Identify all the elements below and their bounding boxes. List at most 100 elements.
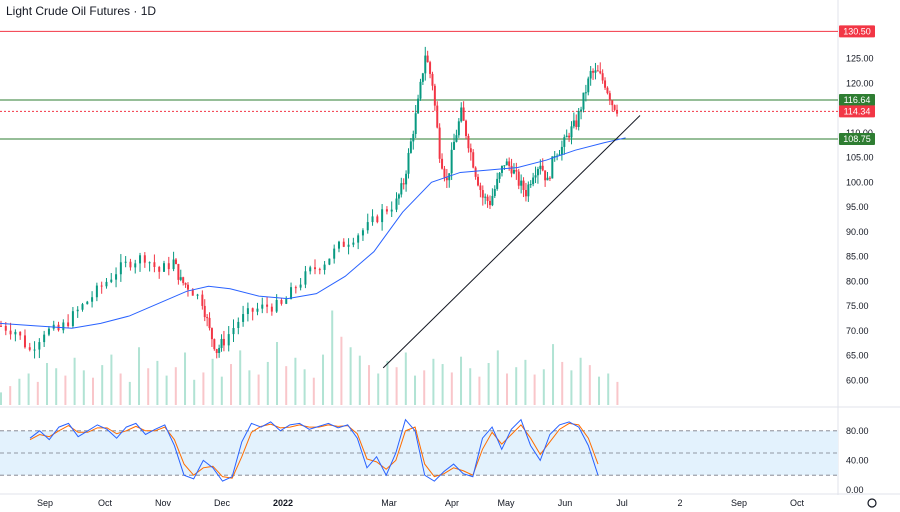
candle-body xyxy=(210,328,213,340)
moving-average-line xyxy=(0,137,626,329)
x-tick-label: Nov xyxy=(155,498,172,508)
y-tick-label: 120.00 xyxy=(846,78,874,88)
volume-bar xyxy=(230,364,233,405)
volume-bar xyxy=(450,372,453,405)
candle-body xyxy=(139,255,142,264)
candle-body xyxy=(371,216,374,223)
candle-body xyxy=(429,62,432,74)
candle-body xyxy=(527,184,530,197)
candle-body xyxy=(143,255,146,263)
volume-bar xyxy=(174,367,177,405)
candle-body xyxy=(539,165,542,169)
candle-body xyxy=(361,230,364,236)
candle-body xyxy=(318,269,321,271)
candle-body xyxy=(62,322,65,331)
candle-body xyxy=(534,175,537,178)
volume-bar xyxy=(616,381,619,405)
candle-body xyxy=(599,71,602,74)
candle-body xyxy=(496,178,499,189)
price-level-label: 116.64 xyxy=(844,95,871,105)
price-level-tag xyxy=(839,94,875,107)
candle-body xyxy=(536,168,539,176)
candle-body xyxy=(426,55,429,63)
volume-bar xyxy=(220,376,223,405)
candle-body xyxy=(498,172,501,179)
y-tick-label: 85.00 xyxy=(846,252,869,262)
candle-body xyxy=(606,87,609,94)
volume-bar xyxy=(496,350,499,405)
candle-body xyxy=(177,264,180,280)
volume-bar xyxy=(156,360,159,405)
y-tick-label: 105.00 xyxy=(846,153,874,163)
candle-body xyxy=(246,308,249,315)
candle-body xyxy=(548,177,551,179)
volume-bar xyxy=(64,375,67,405)
volume-bar xyxy=(515,367,518,405)
candle-body xyxy=(546,177,549,181)
candle-body xyxy=(414,113,417,134)
candle-body xyxy=(484,196,487,198)
candle-body xyxy=(47,328,50,335)
candle-body xyxy=(443,168,446,178)
candle-body xyxy=(462,107,465,121)
gear-icon[interactable] xyxy=(867,498,877,508)
candle-body xyxy=(158,266,161,272)
candle-body xyxy=(515,169,518,172)
stochastic-tick-label: 40.00 xyxy=(846,455,869,465)
x-tick-label: Oct xyxy=(790,498,805,508)
candle-body xyxy=(206,317,209,319)
volume-bar xyxy=(607,373,610,405)
volume-bar xyxy=(92,377,95,405)
x-tick-label: Sep xyxy=(731,498,747,508)
candle-body xyxy=(541,165,544,171)
candle-body xyxy=(421,73,424,82)
candle-body xyxy=(460,107,463,122)
volume-bar xyxy=(165,375,168,405)
volume-bar xyxy=(460,356,463,405)
candle-body xyxy=(412,133,415,142)
price-level-tag xyxy=(839,25,875,38)
volume-bar xyxy=(358,355,361,405)
x-tick-label: 2 xyxy=(677,498,682,508)
volume-bar xyxy=(257,374,260,405)
candle-body xyxy=(553,156,556,158)
candle-body xyxy=(110,279,113,282)
x-tick-label: Oct xyxy=(98,498,113,508)
candle-body xyxy=(510,165,513,174)
candle-body xyxy=(405,173,408,185)
volume-bar xyxy=(487,363,490,405)
candle-body xyxy=(433,85,436,106)
candle-body xyxy=(467,136,470,149)
candle-body xyxy=(524,189,527,197)
candle-body xyxy=(100,285,103,287)
candle-body xyxy=(385,209,388,212)
candle-body xyxy=(563,137,566,147)
candle-body xyxy=(613,105,616,110)
volume-bar xyxy=(193,379,196,405)
candle-body xyxy=(400,183,403,195)
candle-body xyxy=(584,92,587,94)
candle-body xyxy=(115,274,118,280)
volume-bar xyxy=(110,354,113,405)
candle-body xyxy=(441,158,444,169)
y-tick-label: 60.00 xyxy=(846,375,869,385)
candle-body xyxy=(522,180,525,190)
candle-body xyxy=(474,167,477,177)
volume-bar xyxy=(386,360,389,405)
volume-bar xyxy=(202,372,205,405)
candle-body xyxy=(19,331,22,336)
volume-bar xyxy=(588,365,591,405)
candle-body xyxy=(596,70,599,72)
candle-body xyxy=(582,92,585,110)
y-tick-label: 110.00 xyxy=(846,128,873,138)
price-level-label: 114.34 xyxy=(844,106,871,116)
volume-bar xyxy=(27,373,30,405)
volume-bar xyxy=(570,370,573,405)
volume-bar xyxy=(266,361,269,405)
candle-body xyxy=(589,70,592,79)
candle-body xyxy=(270,306,273,312)
volume-bar xyxy=(414,375,417,405)
trend-line xyxy=(382,115,641,369)
y-tick-label: 70.00 xyxy=(846,326,869,336)
